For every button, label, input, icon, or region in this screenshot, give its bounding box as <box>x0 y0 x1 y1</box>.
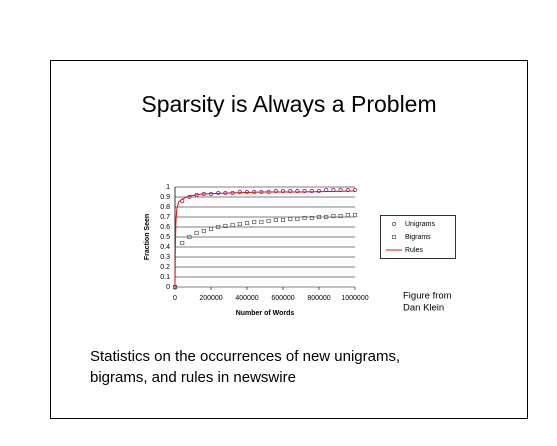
marker <box>316 214 322 220</box>
x-tick-label: 1000000 <box>341 295 368 302</box>
y-tick-label: 0.2 <box>160 264 170 271</box>
y-tick-label: 0.1 <box>160 274 170 281</box>
marker <box>280 188 286 194</box>
x-tick-label: 600000 <box>271 295 294 302</box>
marker <box>288 188 293 194</box>
marker <box>201 228 206 234</box>
y-tick-label: 0.3 <box>160 254 170 261</box>
marker <box>352 212 358 218</box>
slide-title: Sparsity is Always a Problem <box>141 91 436 117</box>
marker <box>324 214 329 220</box>
marker <box>180 240 185 246</box>
legend-label: Rules <box>405 247 423 254</box>
legend-symbol <box>391 234 397 240</box>
marker <box>309 188 314 194</box>
y-tick-label: 0.8 <box>160 204 170 211</box>
marker <box>280 217 286 223</box>
marker <box>223 223 228 229</box>
caption-line: bigrams, and rules in newswire <box>90 369 296 386</box>
x-tick-label: 800000 <box>307 295 330 302</box>
marker <box>237 221 242 227</box>
marker <box>216 224 221 230</box>
marker <box>345 212 350 218</box>
marker <box>194 230 199 236</box>
y-tick-label: 0.9 <box>160 194 170 201</box>
marker <box>302 215 307 221</box>
credit-line: Figure from <box>403 291 452 302</box>
marker <box>288 216 293 222</box>
x-tick-label: 0 <box>173 295 177 302</box>
marker <box>230 222 235 228</box>
y-axis-label: Fraction Seen <box>144 214 151 260</box>
marker <box>352 187 358 193</box>
y-tick-label: 0 <box>166 284 170 291</box>
caption-line: Statistics on the occurrences of new uni… <box>90 348 400 365</box>
marker <box>345 187 350 193</box>
legend-label: Bigrams <box>405 234 431 241</box>
x-tick-label: 400000 <box>235 295 258 302</box>
marker <box>302 188 307 194</box>
y-tick-label: 0.6 <box>160 224 170 231</box>
y-tick-label: 0.4 <box>160 244 170 251</box>
marker <box>187 234 192 240</box>
marker <box>244 220 250 226</box>
x-tick-label: 200000 <box>199 295 222 302</box>
legend-label: Unigrams <box>405 221 435 228</box>
marker <box>273 188 278 194</box>
marker <box>309 215 314 221</box>
series-line <box>174 190 356 288</box>
marker <box>331 213 336 219</box>
marker <box>316 188 322 194</box>
legend-symbol <box>391 221 397 227</box>
y-tick-label: 0.5 <box>160 234 170 241</box>
credit-line: Dan Klein <box>403 303 444 314</box>
marker <box>338 213 343 219</box>
marker <box>273 217 278 223</box>
marker <box>252 219 257 225</box>
marker <box>259 219 264 225</box>
marker <box>266 218 271 224</box>
marker <box>295 216 300 222</box>
y-tick-label: 0.7 <box>160 214 170 221</box>
y-tick-label: 1 <box>166 184 170 191</box>
x-axis-label: Number of Words <box>236 310 295 317</box>
marker <box>237 189 242 195</box>
marker <box>295 188 300 194</box>
marker <box>208 226 214 232</box>
